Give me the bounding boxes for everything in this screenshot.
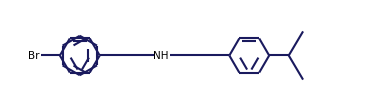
Text: NH: NH [153,51,169,60]
Text: Br: Br [28,51,39,60]
